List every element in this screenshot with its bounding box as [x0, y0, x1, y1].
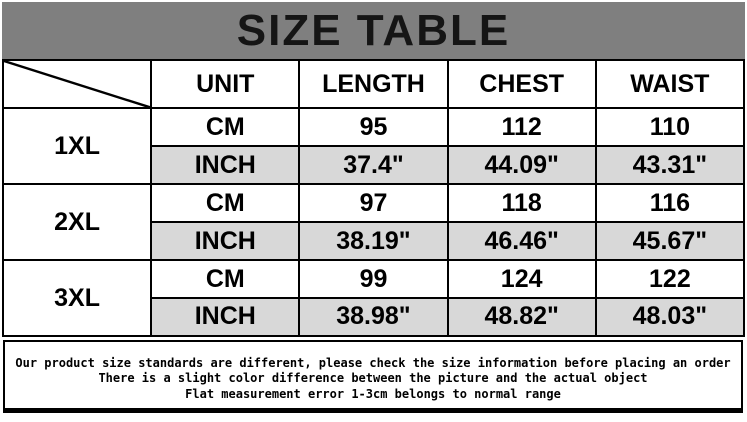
unit-cell: CM [150, 259, 301, 299]
table-row-1xl-cm: 1XL CM 95 112 110 [1, 107, 746, 186]
unit-cell: CM [150, 107, 301, 148]
col-header-chest: CHEST [446, 58, 597, 110]
length-cell: 97 [298, 183, 449, 224]
waist-cell: 116 [594, 183, 746, 224]
title-banner: SIZE TABLE [2, 2, 745, 59]
disclaimer-line-1: Our product size standards are different… [15, 355, 731, 370]
table-row-2xl-inch: INCH 38.19" 46.46" 45.67" [3, 221, 746, 262]
unit-cell: INCH [150, 145, 301, 186]
waist-cell: 48.03" [594, 296, 746, 338]
table-row-2xl-cm: 2XL CM 97 118 116 [1, 183, 746, 262]
col-header-length: LENGTH [298, 58, 449, 110]
chest-cell: 48.82" [446, 296, 597, 338]
length-cell: 38.98" [298, 296, 449, 338]
waist-cell: 110 [594, 107, 746, 148]
chest-cell: 46.46" [446, 221, 597, 262]
col-header-waist: WAIST [594, 58, 746, 110]
chest-cell: 112 [446, 107, 597, 148]
unit-cell: INCH [150, 296, 301, 338]
size-label-3xl: 3XL [1, 259, 153, 337]
chest-cell: 124 [446, 259, 597, 299]
table-row-3xl-cm: 3XL CM 99 124 122 [1, 259, 746, 337]
length-cell: 95 [298, 107, 449, 148]
chest-cell: 44.09" [446, 145, 597, 186]
length-cell: 37.4" [298, 145, 449, 186]
col-header-unit: UNIT [150, 58, 301, 110]
diagonal-line [5, 62, 150, 107]
waist-cell: 43.31" [594, 145, 746, 186]
size-label-1xl: 1XL [1, 107, 153, 186]
header-row: UNIT LENGTH CHEST WAIST [1, 58, 746, 110]
unit-cell: CM [150, 183, 301, 224]
length-cell: 99 [298, 259, 449, 299]
waist-cell: 122 [594, 259, 746, 299]
table-row-3xl-inch: INCH 38.98" 48.82" 48.03" [3, 296, 746, 338]
disclaimer-line-3: Flat measurement error 1-3cm belongs to … [185, 386, 561, 401]
size-label-2xl: 2XL [1, 183, 153, 262]
disclaimer-line-2: There is a slight color difference betwe… [98, 371, 648, 386]
corner-cell [1, 58, 153, 110]
unit-cell: INCH [150, 221, 301, 262]
length-cell: 38.19" [298, 221, 449, 262]
chest-cell: 118 [446, 183, 597, 224]
page-title: SIZE TABLE [236, 5, 511, 55]
disclaimer-box: Our product size standards are different… [3, 340, 743, 413]
size-table: UNIT LENGTH CHEST WAIST 1XL CM 95 112 11… [1, 58, 746, 338]
table-row-1xl-inch: INCH 37.4" 44.09" 43.31" [3, 145, 746, 186]
waist-cell: 45.67" [594, 221, 746, 262]
